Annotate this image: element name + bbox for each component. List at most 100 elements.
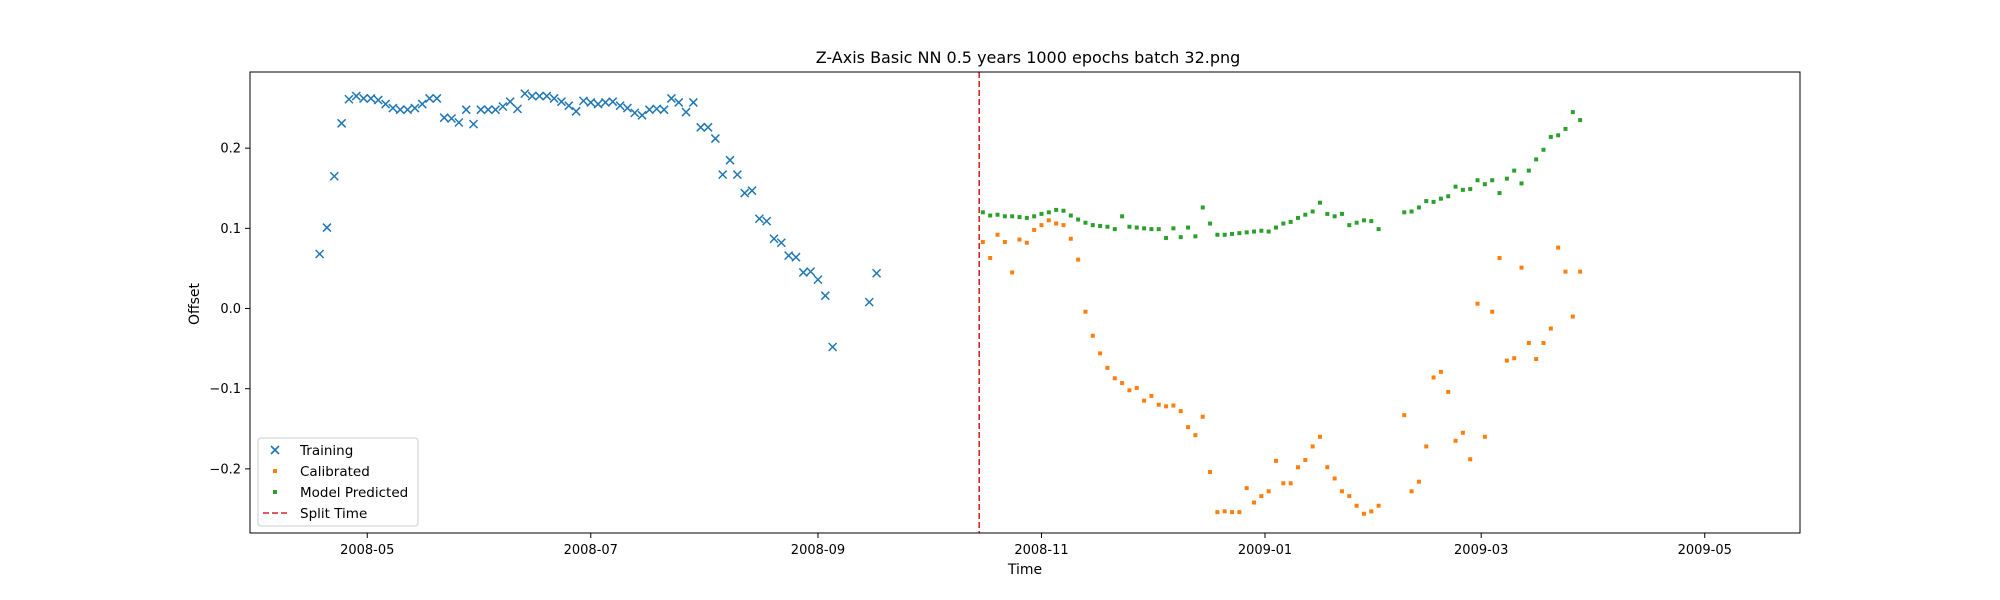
data-point — [1046, 210, 1051, 215]
data-point — [1361, 218, 1366, 223]
data-point — [1416, 205, 1421, 210]
data-point — [1563, 269, 1568, 274]
data-point — [762, 216, 772, 226]
data-point — [315, 249, 325, 259]
legend-x-marker-icon — [270, 445, 280, 455]
data-point — [813, 275, 823, 285]
legend-item-split-time: Split Time — [263, 506, 367, 522]
data-point — [872, 268, 882, 278]
data-point — [527, 91, 537, 101]
data-point — [1083, 220, 1088, 225]
data-point — [432, 93, 442, 103]
x-tick-label: 2009-03 — [1454, 543, 1508, 558]
data-point — [732, 170, 742, 180]
data-point — [725, 155, 735, 165]
data-point — [696, 122, 706, 132]
data-point — [644, 105, 654, 115]
data-point — [1347, 494, 1352, 499]
data-point — [439, 113, 449, 123]
data-point — [593, 99, 603, 109]
data-point — [1259, 228, 1264, 233]
series-training — [315, 89, 882, 352]
data-point — [1032, 227, 1037, 232]
data-point — [1142, 398, 1147, 403]
data-point — [630, 108, 640, 118]
data-point — [1534, 157, 1539, 162]
data-point — [995, 232, 1000, 237]
data-point — [1208, 221, 1213, 226]
data-point — [688, 97, 698, 107]
data-point — [351, 91, 361, 101]
data-point — [995, 212, 1000, 217]
data-point — [1339, 489, 1344, 494]
y-axis: 0.2 0.1 0.0 −0.1 −0.2 — [209, 142, 250, 477]
data-point — [1556, 133, 1561, 138]
data-point — [1332, 214, 1337, 219]
data-point — [1076, 257, 1081, 262]
data-point — [740, 188, 750, 198]
data-point — [1310, 209, 1315, 214]
data-point — [1252, 229, 1257, 234]
data-point — [498, 101, 508, 112]
data-point — [1083, 309, 1088, 314]
data-point — [534, 91, 545, 101]
data-point — [1002, 239, 1007, 244]
data-point — [1570, 110, 1575, 115]
data-point — [1497, 256, 1502, 261]
data-point — [1325, 465, 1330, 470]
data-point — [1244, 230, 1249, 235]
data-point — [1460, 430, 1465, 435]
legend-square-marker-icon — [273, 490, 277, 494]
data-point — [1424, 199, 1429, 204]
data-point — [1039, 223, 1044, 228]
data-point — [864, 297, 874, 307]
data-point — [1303, 458, 1308, 463]
x-tick-label: 2008-09 — [791, 543, 845, 558]
data-point — [1431, 375, 1436, 380]
data-point — [1222, 509, 1227, 514]
y-tick-label: −0.1 — [209, 382, 241, 397]
data-point — [1010, 214, 1015, 219]
data-point — [820, 291, 830, 301]
data-point — [1563, 126, 1568, 131]
legend-item-model-predicted: Model Predicted — [273, 485, 408, 501]
data-point — [1134, 385, 1139, 390]
y-axis-label: Offset — [187, 282, 203, 325]
data-point — [608, 97, 618, 107]
x-tick-label: 2009-01 — [1238, 543, 1292, 558]
data-point — [1376, 227, 1381, 232]
data-point — [666, 93, 676, 103]
data-point — [652, 104, 662, 114]
data-point — [1274, 458, 1279, 463]
data-point — [403, 105, 413, 115]
data-point — [395, 105, 405, 115]
data-point — [718, 170, 728, 180]
data-point — [1244, 486, 1249, 491]
data-point — [1578, 118, 1583, 123]
data-point — [1570, 314, 1575, 319]
data-point — [512, 104, 523, 114]
data-point — [1222, 232, 1227, 237]
legend-label-split-time: Split Time — [300, 506, 367, 522]
data-point — [1409, 489, 1414, 494]
data-point — [1098, 351, 1103, 356]
data-point — [1200, 414, 1205, 419]
data-point — [1317, 200, 1322, 205]
data-point — [1046, 218, 1051, 223]
data-point — [468, 119, 479, 129]
data-point — [1376, 503, 1381, 508]
legend-label-model-predicted: Model Predicted — [300, 485, 408, 501]
data-point — [1310, 444, 1315, 449]
data-point — [549, 93, 559, 103]
data-point — [1281, 481, 1286, 486]
data-point — [747, 186, 757, 196]
data-point — [1237, 231, 1242, 236]
data-point — [1178, 409, 1183, 414]
data-point — [1120, 381, 1125, 386]
data-point — [1142, 226, 1147, 231]
data-point — [556, 97, 566, 107]
data-point — [1460, 187, 1465, 192]
x-tick-label: 2008-07 — [564, 543, 618, 558]
data-point — [1490, 178, 1495, 183]
